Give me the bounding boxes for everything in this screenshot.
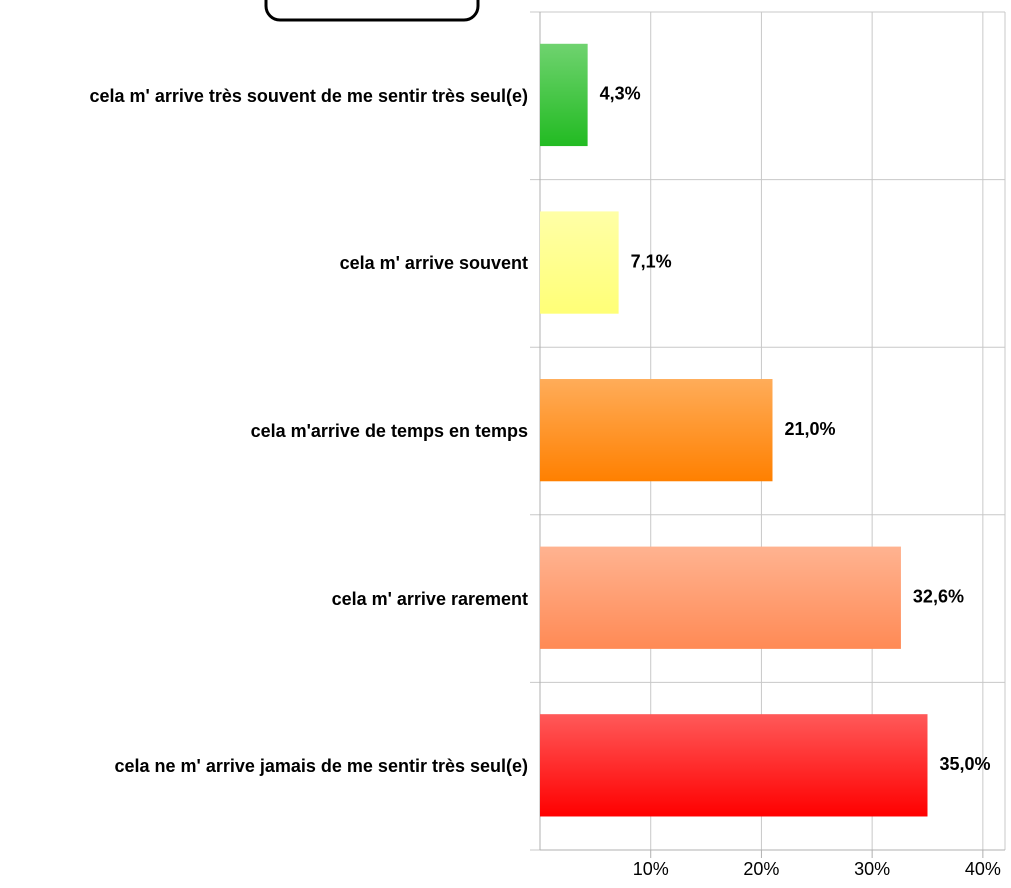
x-tick-label: 10% [633,859,669,879]
value-label: 21,0% [785,419,836,439]
bar-shine [540,211,619,314]
value-label: 32,6% [913,587,964,607]
value-label: 35,0% [940,754,991,774]
bar-shine [540,546,901,649]
y-tick-label: cela m'arrive de temps en temps [250,420,528,441]
category-label-box: cela m'arrive de temps en temps [10,347,528,515]
value-label: 4,3% [600,84,641,104]
category-label-box: cela m' arrive rarement [10,515,528,683]
bar-shine [540,714,928,817]
value-label: 7,1% [631,251,672,271]
x-tick-label: 30% [854,859,890,879]
y-tick-label: cela m' arrive souvent [339,253,528,274]
y-tick-label: cela m' arrive rarement [331,588,528,609]
category-label-box: cela ne m' arrive jamais de me sentir tr… [10,682,529,850]
bar-shine [540,379,773,482]
x-tick-label: 20% [743,859,779,879]
legend-box [264,0,480,22]
x-tick-label: 40% [965,859,1001,879]
category-label-box: cela m' arrive souvent [10,180,528,348]
y-tick-label: cela m' arrive très souvent de me sentir… [89,85,528,106]
bar-shine [540,43,588,147]
category-label-box: cela m' arrive très souvent de me sentir… [10,12,528,180]
y-tick-label: cela ne m' arrive jamais de me sentir tr… [114,756,529,777]
